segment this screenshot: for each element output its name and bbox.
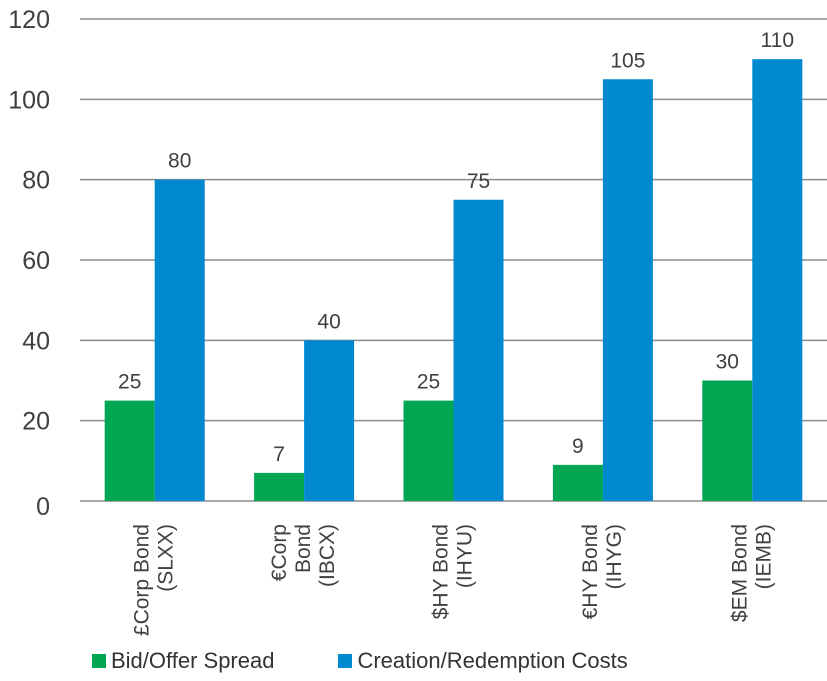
x-tick-label-1-line-1: Bond [292,524,315,573]
bar-bid-offer-spread-4 [702,380,753,501]
data-label-creation-redemption-costs-1: 40 [317,310,340,333]
data-label-bid-offer-spread-1: 7 [273,443,285,466]
data-label-creation-redemption-costs-0: 80 [168,150,191,173]
y-tick-label-100: 100 [8,86,50,114]
bar-creation-redemption-costs-4 [752,59,803,502]
x-tick-label-2-line-1: (IHYU) [454,524,477,588]
y-tick-label-40: 40 [22,327,50,355]
bar-creation-redemption-costs-1 [304,340,355,501]
x-tick-label-1-line-0: €Corp [268,524,291,581]
bar-bid-offer-spread-1 [254,472,305,501]
bar-bid-offer-spread-0 [104,400,155,501]
bars [104,59,803,502]
data-label-bid-offer-spread-0: 25 [118,371,141,394]
y-tick-label-0: 0 [36,493,50,521]
x-tick-label-3: €HY Bond (IHYG) [579,524,626,619]
legend-swatch-bid-offer [92,654,106,668]
y-axis: 0 20 40 60 80 100 120 [8,6,50,521]
legend-label-bid-offer: Bid/Offer Spread [111,648,275,673]
x-tick-label-0-line-0: £Corp Bond [131,524,154,636]
x-tick-label-0: £Corp Bond (SLXX) [131,524,178,636]
x-tick-label-4-line-1: (IEMB) [752,524,775,589]
bar-creation-redemption-costs-3 [602,79,653,501]
x-tick-label-4-line-0: $EM Bond [728,524,751,622]
y-tick-label-80: 80 [22,167,50,195]
data-label-creation-redemption-costs-4: 110 [761,29,794,52]
data-label-bid-offer-spread-2: 25 [417,371,440,394]
bar-creation-redemption-costs-2 [453,199,504,501]
x-tick-label-0-line-1: (SLXX) [155,524,178,592]
legend-label-creation-redemption: Creation/Redemption Costs [357,648,628,673]
legend-item-bid-offer: Bid/Offer Spread [92,648,274,674]
bar-bid-offer-spread-3 [552,464,603,501]
data-labels: 25 80 7 40 25 75 9 105 30 110 [118,29,794,466]
x-axis: £Corp Bond (SLXX) €Corp Bond (IBCX) $HY Bond(… [131,524,776,636]
x-tick-label-1: €Corp Bond (IBCX) [268,524,339,587]
bar-bid-offer-spread-2 [403,400,454,501]
x-tick-label-3-line-0: €HY Bond [579,524,602,619]
x-tick-label-1-line-2: (IBCX) [316,524,339,587]
y-tick-label-20: 20 [22,408,50,436]
x-tick-label-2: $HY Bond (IHYU) [430,524,477,619]
legend-swatch-creation-redemption [338,654,353,668]
x-tick-label-4: $EM Bond (IEMB) [728,524,775,622]
data-label-bid-offer-spread-3: 9 [572,435,584,458]
x-tick-label-2-line-0: $HY Bond [430,524,453,619]
bar-creation-redemption-costs-0 [154,179,205,501]
legend: Bid/Offer Spread Creation/Redemption Cos… [92,648,628,674]
data-label-creation-redemption-costs-3: 105 [610,49,645,72]
x-tick-label-3-line-1: (IHYG) [603,524,626,589]
y-tick-label-120: 120 [8,6,50,34]
data-label-creation-redemption-costs-2: 75 [467,170,490,193]
legend-item-creation-redemption: Creation/Redemption Costs [338,648,628,674]
data-label-bid-offer-spread-4: 30 [716,351,739,374]
y-tick-label-60: 60 [22,247,50,275]
